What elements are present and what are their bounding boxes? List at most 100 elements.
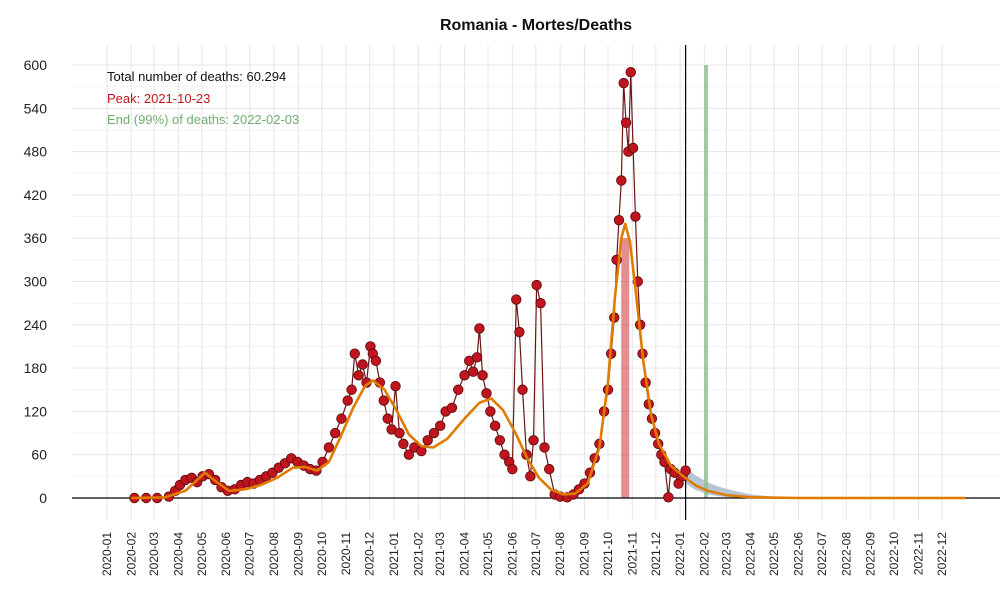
observed-point <box>453 384 464 395</box>
x-tick-label: 2022-11 <box>911 532 925 575</box>
observed-point <box>613 214 625 226</box>
observed-point <box>630 211 641 222</box>
x-tick-label: 2020-11 <box>339 532 353 575</box>
x-tick-label: 2020-07 <box>243 532 257 576</box>
band-layer <box>621 65 799 498</box>
annotation-end: End (99%) of deaths: 2022-02-03 <box>107 112 299 127</box>
observed-point <box>517 384 528 395</box>
observed-point <box>514 326 525 338</box>
x-tick-label: 2021-02 <box>411 532 425 576</box>
x-tick-label: 2020-10 <box>315 532 329 576</box>
observed-point <box>616 175 627 186</box>
observed-point <box>390 380 401 392</box>
x-tick-label: 2021-06 <box>505 532 519 576</box>
x-tick-label: 2020-05 <box>195 532 209 576</box>
observed-point <box>499 449 510 460</box>
y-tick-label: 360 <box>24 230 48 246</box>
observed-point <box>511 294 522 305</box>
observed-point <box>422 435 433 446</box>
x-tick-label: 2020-03 <box>147 532 161 576</box>
y-tick-label: 540 <box>24 100 48 116</box>
observed-point <box>471 352 483 363</box>
observed-point <box>349 348 360 359</box>
x-tick-label: 2021-08 <box>553 532 567 576</box>
observed-point <box>481 388 492 399</box>
x-tick-label: 2022-04 <box>744 532 758 576</box>
observed-point <box>467 366 479 377</box>
x-tick-label: 2021-04 <box>458 532 472 576</box>
observed-point <box>489 420 501 432</box>
observed-point <box>474 323 485 334</box>
observed-point <box>485 406 496 417</box>
observed-point <box>528 435 539 446</box>
x-tick-label: 2022-07 <box>815 532 829 576</box>
observed-point <box>539 442 550 453</box>
observed-point <box>680 465 691 476</box>
observed-point <box>535 297 546 309</box>
observed-point <box>394 427 405 439</box>
observed-point <box>620 117 632 128</box>
forecast-band <box>685 466 799 498</box>
x-tick-label: 2022-02 <box>697 532 711 576</box>
observed-point <box>346 384 357 395</box>
observed-point <box>329 427 341 439</box>
grid-layer <box>72 45 1000 520</box>
observed-point <box>477 370 488 381</box>
observed-point <box>618 77 629 89</box>
x-tick-label: 2022-08 <box>839 532 853 576</box>
observed-point <box>507 463 518 475</box>
observed-point <box>382 413 393 424</box>
x-tick-label: 2022-12 <box>935 532 949 576</box>
observed-point <box>353 370 364 381</box>
observed-point <box>459 370 470 381</box>
y-tick-label: 240 <box>24 317 48 333</box>
x-tick-label: 2020-06 <box>219 532 233 576</box>
x-tick-label: 2022-03 <box>719 532 733 576</box>
x-tick-label: 2020-02 <box>124 532 138 576</box>
observed-point <box>403 449 415 460</box>
x-tick-label: 2020-12 <box>363 532 377 576</box>
observed-point <box>398 438 409 450</box>
observed-point <box>627 142 639 154</box>
observed-point <box>531 279 542 291</box>
peak-band <box>621 238 630 498</box>
observed-point <box>579 478 590 489</box>
y-tick-label: 120 <box>24 403 48 419</box>
x-tick-label: 2021-05 <box>481 532 495 576</box>
x-tick-label: 2021-03 <box>433 532 447 576</box>
x-tick-label: 2021-10 <box>601 532 615 576</box>
x-tick-label: 2020-08 <box>267 532 281 576</box>
observed-point <box>336 413 347 424</box>
observed-point <box>543 463 555 475</box>
chart-title: Romania - Mortes/Deaths <box>440 17 632 34</box>
x-tick-label: 2022-05 <box>767 532 781 576</box>
x-tick-label: 2022-09 <box>864 532 878 576</box>
x-tick-label: 2020-04 <box>171 532 185 576</box>
observed-point <box>663 492 674 503</box>
y-tick-label: 0 <box>39 490 47 506</box>
x-tick-label: 2021-01 <box>387 532 401 576</box>
x-tick-label: 2020-09 <box>291 532 305 576</box>
x-tick-label: 2021-07 <box>529 532 543 576</box>
observed-point <box>525 471 536 482</box>
x-tick-label: 2021-11 <box>625 532 639 575</box>
observed-point <box>342 395 353 406</box>
observed-point <box>625 67 636 78</box>
tick-layer: 0 60 120 180 240 300 360 420 480 540 600 2020-01 202… <box>24 57 949 576</box>
y-tick-label: 600 <box>24 57 48 73</box>
observed-point <box>435 420 446 432</box>
observed-point <box>428 427 440 439</box>
series-layer <box>129 67 966 504</box>
annot-layer: Total number of deaths: 60.294 Peak: 202… <box>107 69 299 127</box>
y-tick-label: 480 <box>24 144 48 160</box>
y-tick-label: 180 <box>24 360 48 376</box>
x-tick-label: 2022-10 <box>887 532 901 576</box>
annotation-total: Total number of deaths: 60.294 <box>107 69 286 84</box>
observed-point <box>494 435 506 446</box>
observed-point <box>446 402 458 413</box>
y-tick-label: 300 <box>24 274 48 290</box>
fit-curve <box>131 222 966 500</box>
x-tick-label: 2022-01 <box>673 532 687 576</box>
